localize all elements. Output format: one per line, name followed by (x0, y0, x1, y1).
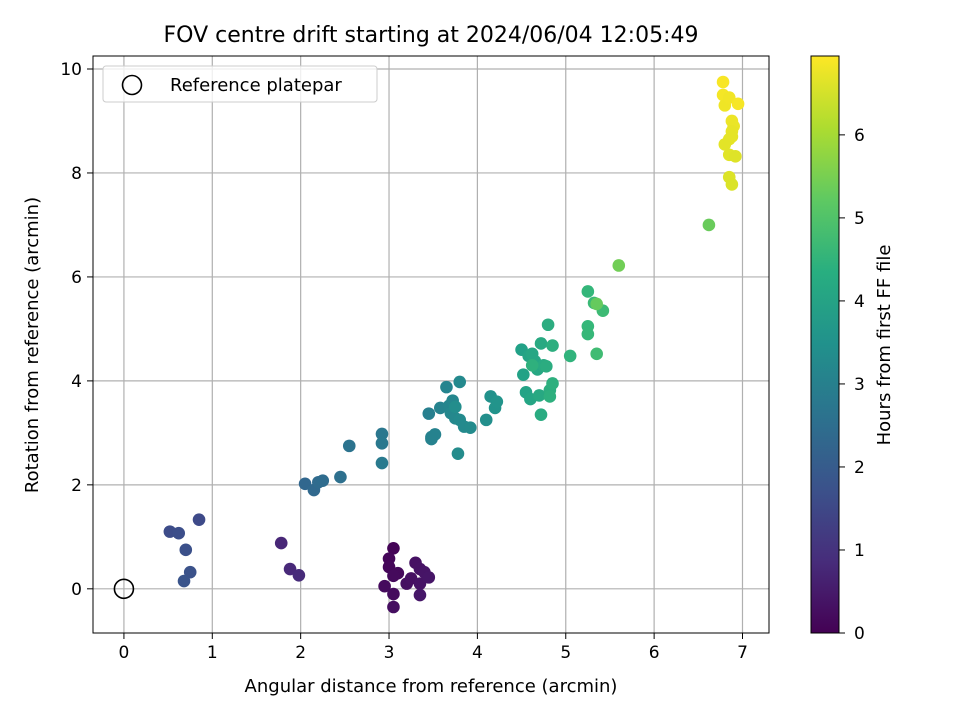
data-point (274, 536, 288, 550)
data-point (534, 408, 548, 421)
y-tick-label: 0 (71, 580, 82, 600)
x-axis-label: Angular distance from reference (arcmin) (245, 676, 618, 697)
legend: Reference platepar (102, 65, 378, 103)
data-point (449, 400, 462, 414)
y-tick-label: 10 (60, 60, 82, 80)
data-point (375, 427, 389, 441)
data-point (422, 571, 436, 584)
data-point (334, 470, 347, 484)
data-point (702, 218, 716, 232)
data-point (525, 358, 539, 372)
data-point (464, 421, 477, 434)
y-tick-label: 6 (71, 268, 82, 288)
data-point (342, 439, 356, 453)
data-point (479, 413, 493, 427)
data-point (490, 395, 504, 408)
y-tick-label: 2 (71, 476, 82, 496)
data-point (183, 565, 197, 579)
x-tick-label: 3 (384, 643, 395, 663)
colorbar (810, 55, 840, 634)
colorbar-ticks: 0 1 2 3 4 5 6 (839, 126, 865, 644)
x-tick-label: 6 (649, 643, 660, 663)
colorbar-tick-label: 1 (854, 541, 865, 561)
data-point (541, 318, 555, 332)
data-point (440, 380, 453, 394)
data-point (722, 91, 736, 104)
data-point (283, 562, 297, 576)
x-tick-label: 2 (295, 643, 306, 663)
colorbar-tick-label: 3 (854, 375, 865, 395)
data-point (378, 579, 391, 593)
chart-title: FOV centre drift starting at 2024/06/04 … (164, 23, 699, 48)
colorbar-tick-label: 4 (854, 292, 865, 312)
y-tick-label: 4 (71, 372, 82, 392)
data-point (451, 447, 465, 460)
data-point (292, 569, 306, 582)
data-point (387, 569, 400, 583)
y-axis-label: Rotation from reference (arcmin) (22, 197, 43, 493)
data-point (387, 541, 400, 555)
colorbar-tick-label: 5 (854, 209, 865, 229)
data-point (517, 368, 530, 381)
legend-box (102, 65, 378, 103)
grid (93, 56, 769, 633)
data-point (375, 456, 389, 470)
legend-marker-icon (121, 74, 143, 96)
data-point (172, 526, 186, 540)
data-point (540, 360, 553, 373)
data-point (422, 407, 436, 420)
colorbar-tick-label: 2 (854, 458, 865, 478)
data-point (716, 75, 730, 89)
colorbar-tick-label: 6 (854, 126, 865, 146)
data-point (546, 377, 559, 390)
data-point (546, 339, 559, 352)
data-point (563, 349, 577, 363)
scatter-points (163, 75, 745, 614)
colorbar-tick-label: 0 (854, 624, 865, 644)
data-point (192, 513, 206, 526)
y-tick-label: 8 (71, 164, 82, 184)
data-point (298, 477, 312, 491)
data-point (413, 577, 427, 590)
data-point (534, 337, 548, 350)
colorbar-label: Hours from first FF file (874, 245, 895, 446)
y-axis-ticks: 0 2 4 6 8 10 (60, 60, 93, 600)
x-tick-label: 7 (737, 643, 748, 663)
data-point (590, 297, 603, 311)
x-tick-label: 4 (472, 643, 483, 663)
data-point (316, 474, 330, 487)
data-point (375, 436, 389, 450)
data-point (612, 259, 626, 272)
x-tick-label: 5 (560, 643, 571, 663)
x-tick-label: 0 (119, 643, 130, 663)
data-point (413, 588, 427, 602)
data-point (718, 138, 732, 151)
data-point (725, 178, 739, 191)
reference-platepar-marker (113, 578, 135, 600)
data-point (387, 587, 400, 601)
data-point (581, 327, 595, 341)
data-point (729, 150, 742, 163)
data-point (177, 574, 191, 588)
legend-entry-label: Reference platepar (170, 75, 342, 96)
data-point (425, 432, 438, 446)
data-point (543, 390, 557, 403)
data-point (453, 375, 467, 389)
data-point (731, 97, 745, 111)
x-tick-label: 1 (207, 643, 218, 663)
data-point (532, 389, 546, 402)
data-point (590, 347, 603, 361)
data-point (387, 600, 400, 614)
x-axis-ticks: 0 1 2 3 4 5 6 7 (119, 633, 748, 663)
data-point (581, 285, 595, 298)
plot-frame (92, 55, 770, 634)
data-point (179, 543, 193, 557)
